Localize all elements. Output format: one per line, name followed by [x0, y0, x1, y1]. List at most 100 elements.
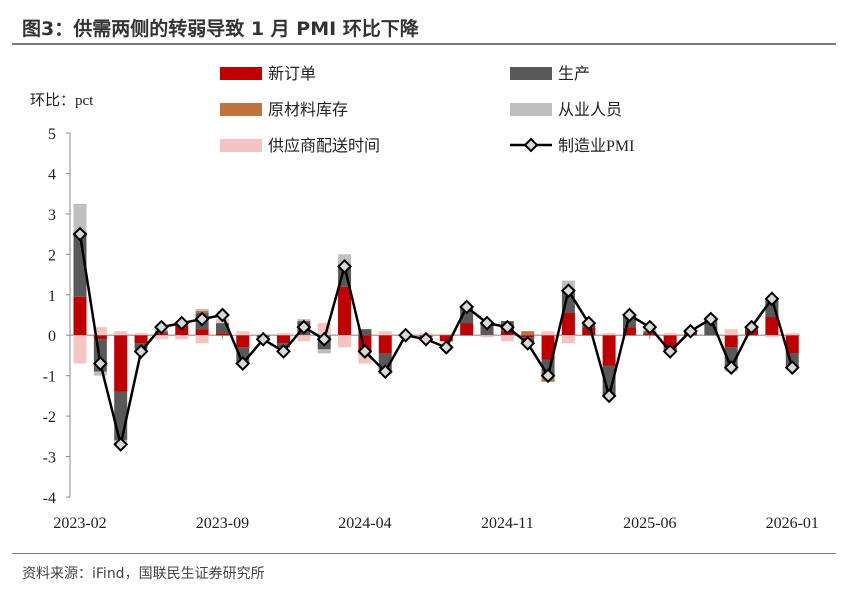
x-tick-label: 2026-01 [766, 515, 819, 532]
y-tick-label: 5 [48, 126, 56, 143]
pmi-point [133, 343, 149, 359]
bar-新订单 [582, 327, 596, 336]
figure-title: 图3：供需两侧的转弱导致 1 月 PMI 环比下降 [22, 18, 419, 40]
legend-swatch [510, 67, 552, 80]
legend-label: 制造业PMI [558, 137, 634, 155]
pmi-point [581, 315, 597, 331]
pmi-point [744, 319, 759, 335]
pmi-point [235, 356, 251, 371]
bar-新订单 [93, 335, 107, 340]
bar-供应商配送时间 [765, 335, 779, 338]
bar-新订单 [561, 312, 575, 336]
title-divider [12, 43, 836, 45]
pmi-point [642, 319, 658, 335]
legend-swatch [510, 103, 552, 116]
bar-新订单 [785, 335, 799, 354]
x-tick-label: 2024-11 [481, 515, 534, 532]
y-axis-label: 环比：pct [30, 92, 94, 109]
pmi-point [276, 343, 291, 359]
x-tick-label: 2025-06 [623, 515, 676, 532]
legend-swatch [220, 67, 262, 80]
pmi-point [540, 368, 556, 384]
bar-供应商配送时间 [277, 333, 290, 336]
bar-从业人员 [73, 203, 87, 233]
bar-新订单 [460, 323, 474, 336]
pmi-point [153, 319, 169, 335]
pmi-point [72, 226, 88, 242]
bar-新订单 [541, 335, 555, 360]
bar-供应商配送时间 [195, 335, 209, 344]
pmi-point [296, 319, 312, 335]
bar-新订单 [134, 335, 148, 344]
bar-供应商配送时间 [93, 327, 107, 336]
pmi-point [601, 388, 617, 404]
pmi-point [357, 343, 373, 359]
bar-新订单 [622, 327, 636, 336]
x-tick-label: 2024-04 [338, 515, 391, 532]
legend-label: 原材料库存 [268, 101, 348, 119]
pmi-point [438, 339, 454, 355]
bar-从业人员 [317, 349, 331, 354]
bar-供应商配送时间 [358, 355, 372, 364]
pmi-point [215, 307, 230, 323]
legend-label: 从业人员 [558, 101, 622, 119]
source-divider [12, 553, 836, 554]
y-tick-label: -2 [43, 409, 56, 426]
bar-供应商配送时间 [663, 333, 677, 336]
y-tick-label: 4 [48, 166, 56, 183]
bar-新订单 [277, 335, 290, 344]
bar-原材料库存 [521, 331, 535, 336]
pmi-point [113, 437, 129, 452]
pmi-point [377, 364, 393, 380]
bar-供应商配送时间 [602, 333, 616, 336]
pmi-point [499, 319, 515, 335]
bar-生产 [114, 391, 128, 441]
bar-供应商配送时间 [175, 335, 189, 340]
pmi-point [683, 323, 698, 339]
legend-label: 新订单 [268, 65, 316, 83]
bar-供应商配送时间 [338, 335, 352, 348]
bar-新订单 [602, 335, 616, 366]
bar-新订单 [73, 296, 87, 336]
y-tick-label: 0 [48, 328, 56, 345]
bar-生产 [358, 329, 372, 336]
pmi-point [784, 360, 800, 375]
pmi-point [560, 283, 576, 299]
pmi-point [418, 331, 434, 347]
pmi-point [703, 311, 719, 327]
pmi-point [316, 331, 332, 347]
pmi-point [174, 315, 190, 331]
legend-swatch [220, 139, 262, 152]
bar-新订单 [765, 317, 779, 336]
y-tick-label: -4 [43, 490, 56, 507]
bar-供应商配送时间 [500, 335, 514, 342]
pmi-point [520, 335, 536, 351]
pmi-point [622, 307, 637, 323]
legend-swatch [220, 103, 262, 116]
bar-新订单 [338, 286, 352, 336]
y-tick-label: -3 [43, 450, 56, 467]
y-tick-label: 2 [48, 247, 56, 264]
bar-供应商配送时间 [480, 335, 494, 338]
bar-供应商配送时间 [73, 335, 87, 364]
x-tick-label: 2023-09 [196, 515, 249, 532]
bar-新订单 [663, 335, 677, 348]
pmi-point [255, 331, 271, 347]
bar-新订单 [195, 329, 209, 336]
pmi-point [764, 291, 780, 307]
bar-供应商配送时间 [154, 335, 168, 340]
x-tick-label: 2023-02 [53, 515, 106, 532]
bar-生产 [215, 323, 229, 334]
bar-供应商配送时间 [114, 331, 128, 336]
bar-供应商配送时间 [236, 331, 250, 336]
bar-新订单 [215, 333, 229, 336]
bar-供应商配送时间 [541, 331, 555, 336]
bar-新订单 [724, 335, 738, 348]
y-tick-label: 1 [48, 288, 56, 305]
bar-供应商配送时间 [297, 335, 311, 342]
legend-label: 供应商配送时间 [268, 136, 380, 155]
pmi-point [92, 356, 108, 371]
bar-从业人员 [93, 371, 107, 376]
pmi-point [662, 343, 678, 359]
